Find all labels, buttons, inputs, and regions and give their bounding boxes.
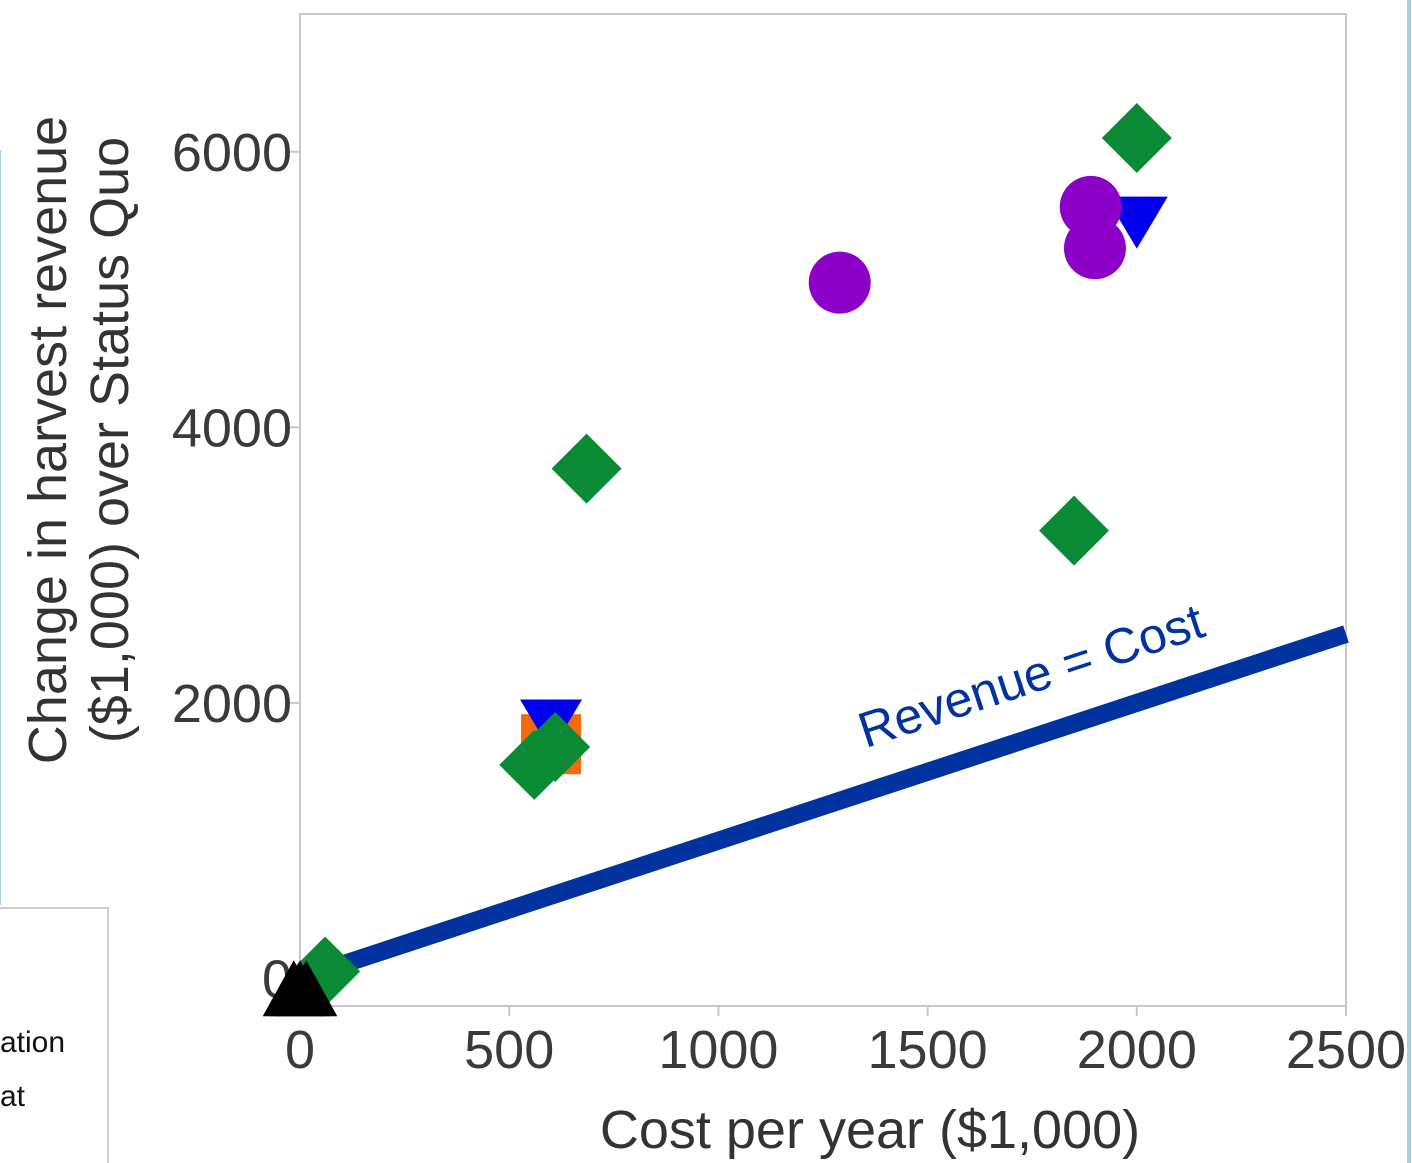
x-tick-label: 0 bbox=[285, 1020, 315, 1080]
x-tick-label: 1000 bbox=[658, 1020, 778, 1080]
y-tick-label: 4000 bbox=[172, 398, 292, 458]
data-point-diamond bbox=[1039, 495, 1110, 566]
data-point-circle bbox=[1063, 217, 1126, 280]
x-axis-title: Cost per year ($1,000) bbox=[600, 1100, 1140, 1160]
legend-box bbox=[0, 907, 109, 1163]
legend-entry: at bbox=[0, 1080, 26, 1113]
legend-entry: ation bbox=[0, 1026, 65, 1059]
y-axis-title-line1: Change in harvest revenue bbox=[18, 116, 78, 764]
x-tick-label: 2000 bbox=[1077, 1020, 1197, 1080]
y-axis-title-line2: ($1,000) over Status Quo bbox=[80, 137, 140, 743]
revenue-equals-cost-line bbox=[297, 625, 1349, 987]
x-tick-label: 500 bbox=[464, 1020, 554, 1080]
x-tick-label: 2500 bbox=[1286, 1020, 1406, 1080]
y-tick-label: 2000 bbox=[172, 674, 292, 734]
x-tick-label: 1500 bbox=[868, 1020, 988, 1080]
y-tick-label: 6000 bbox=[172, 123, 292, 183]
data-point-triangle-up bbox=[275, 960, 338, 1017]
data-point-diamond bbox=[1101, 103, 1172, 173]
data-point-circle bbox=[808, 251, 871, 314]
data-point-diamond bbox=[551, 433, 622, 504]
plot-frame bbox=[299, 13, 1347, 1007]
data-point-diamond bbox=[520, 711, 591, 782]
